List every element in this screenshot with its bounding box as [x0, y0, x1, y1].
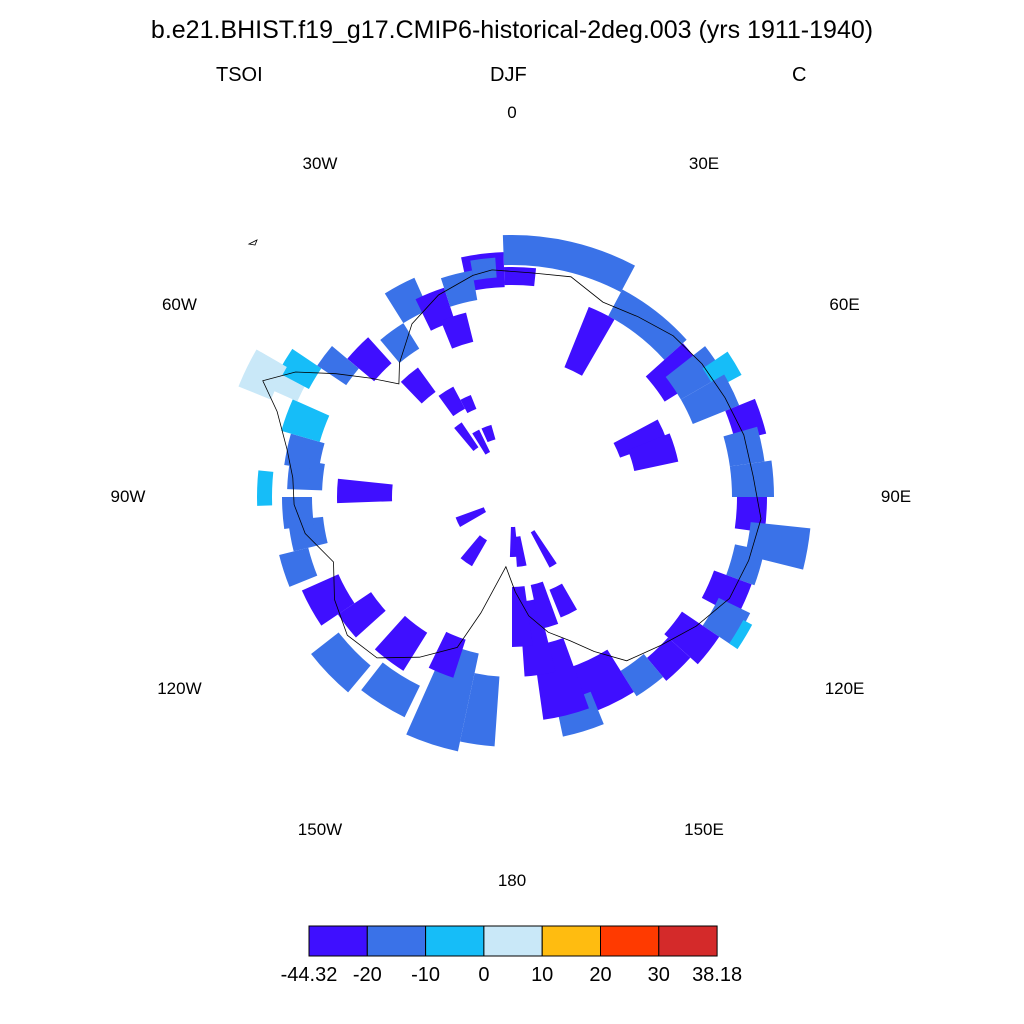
grid-cell [665, 346, 725, 400]
grid-cell [470, 257, 497, 281]
grid-cell [514, 536, 527, 567]
lon-label: 30E [688, 154, 720, 174]
coastline [262, 269, 762, 662]
grid-cell [281, 399, 330, 442]
units-label: C [792, 64, 807, 86]
grid-cell [549, 583, 577, 618]
grid-cell [729, 620, 753, 650]
colorbar-label: 0 [478, 964, 489, 986]
colorbar-label: 10 [531, 964, 553, 986]
grid-cell [530, 530, 557, 568]
lon-label: 150E [684, 819, 724, 839]
grid-cell [460, 673, 500, 747]
colorbar-label: -10 [411, 964, 440, 986]
grid-cell [502, 235, 636, 293]
grid-cell [723, 426, 765, 467]
grid-cell [438, 386, 466, 417]
grid-cell [279, 547, 318, 587]
grid-cell [620, 654, 664, 697]
grid-cell [481, 424, 496, 443]
grid-cell [361, 662, 420, 718]
grid-cell [440, 270, 478, 307]
grid-cell [282, 497, 314, 530]
grid-cell [284, 433, 325, 470]
grid-cell [455, 507, 487, 527]
grid-cell [317, 345, 359, 386]
colorbar-swatch [308, 925, 368, 957]
grid-cell [311, 632, 371, 693]
colorbar-swatch [366, 925, 427, 957]
grid-cell [664, 611, 720, 665]
grid-cell [454, 422, 479, 452]
grid-cell [428, 631, 466, 678]
polar-map [238, 235, 811, 752]
lon-label: 0 [507, 103, 517, 122]
grid-cell [646, 637, 691, 681]
lon-label: 60E [829, 295, 860, 314]
colorbar-label: 38.18 [692, 964, 742, 986]
lon-label: 150W [297, 819, 343, 839]
colorbar-swatch [425, 925, 485, 957]
grid-cell [472, 429, 491, 455]
grid-cell [512, 586, 533, 647]
grid-cell [337, 478, 393, 504]
grid-cell [627, 433, 679, 472]
grid-cell [347, 337, 392, 382]
lon-label: 180 [497, 871, 527, 890]
grid-cell [608, 289, 687, 360]
figure-title: b.e21.BHIST.f19_g17.CMIP6-historical-2de… [150, 16, 874, 44]
grid-cell [278, 348, 322, 390]
colorbar-swatch [483, 925, 543, 957]
colorbar-swatch [541, 925, 602, 957]
grid-cell [680, 374, 740, 424]
grid-cell [460, 395, 477, 414]
colorbar-label: -44.32 [281, 964, 338, 986]
lon-label: 60W [161, 295, 197, 314]
lon-label: 30W [302, 154, 338, 174]
grid-cell [400, 367, 436, 404]
grid-cell [238, 349, 287, 400]
grid-cell [337, 592, 386, 638]
grid-cell [384, 277, 429, 324]
lon-label: 120W [157, 679, 202, 698]
lon-label: 120E [824, 679, 865, 698]
grid-cell [729, 460, 775, 497]
colorbar-swatch [600, 925, 660, 957]
grid-cell [374, 615, 428, 671]
grid-cell [380, 323, 420, 363]
grid-cell [406, 643, 479, 752]
grid-cell [613, 419, 668, 458]
colorbar-swatch [658, 925, 718, 957]
grid-cell [301, 574, 355, 626]
colorbar-label: -20 [353, 964, 382, 986]
island-outline [247, 239, 258, 246]
grid-cell [460, 535, 487, 567]
grid-cell [701, 570, 752, 617]
grid-cell [530, 581, 559, 630]
colorbar-label: 30 [648, 964, 670, 986]
lon-label: 90W [110, 487, 146, 506]
season-label: DJF [490, 64, 527, 86]
grid-cell [726, 544, 765, 586]
variable-label: TSOI [216, 64, 263, 86]
grid-cell [503, 267, 537, 287]
grid-cell [564, 306, 615, 376]
grid-cell [440, 312, 474, 349]
grid-cell [256, 470, 274, 506]
colorbar-label: 20 [589, 964, 611, 986]
lon-label: 90E [880, 487, 912, 506]
